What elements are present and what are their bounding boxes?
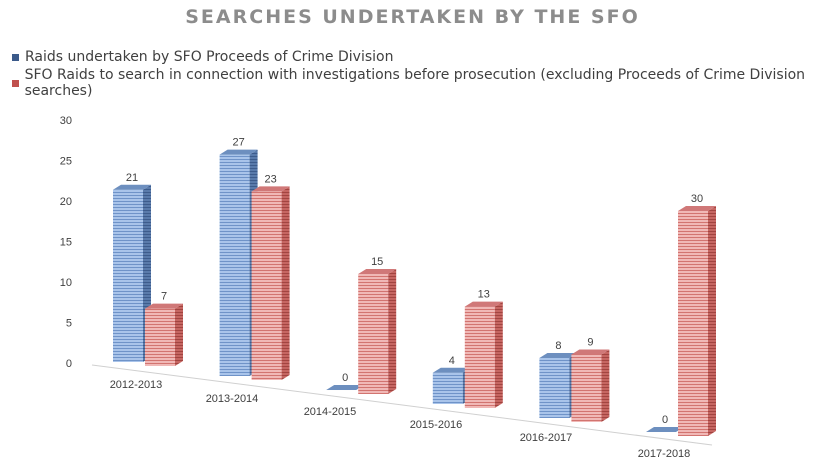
x-tick-label: 2016-2017 xyxy=(520,432,573,444)
bar-series2-5-side xyxy=(708,206,716,436)
bar-series2-2-data-label: 15 xyxy=(371,256,383,268)
x-tick-label: 2015-2016 xyxy=(410,419,463,431)
bar-series1-2-data-label: 0 xyxy=(342,372,348,384)
bar-series2-2-front xyxy=(358,274,389,394)
bar-series1-5-data-label: 0 xyxy=(662,414,668,426)
y-tick-label: 20 xyxy=(60,196,72,208)
bar-series2-0: 7 xyxy=(145,291,183,366)
floor-line xyxy=(91,364,713,446)
x-axis: 2012-2013 2013-2014 2014-2015 2015-2016 2016… xyxy=(110,379,691,460)
bar-series1-4-top xyxy=(539,353,578,358)
bar-series2-1: 23 xyxy=(251,173,290,380)
bar-series2-0-top xyxy=(145,303,183,309)
x-tick-label: 2014-2015 xyxy=(304,406,357,418)
bar-series1-3-data-label: 4 xyxy=(449,355,455,367)
bar-series2-4: 9 xyxy=(571,337,610,422)
x-tick-label: 2012-2013 xyxy=(110,379,163,391)
y-axis: 0 5 10 15 20 25 30 xyxy=(60,115,72,370)
bar-series2-0-data-label: 7 xyxy=(161,291,167,303)
bar-series2-0-front xyxy=(145,308,175,366)
bar-series1-2-top xyxy=(326,385,365,390)
legend-label-series-1: Raids undertaken by SFO Proceeds of Crim… xyxy=(25,49,394,65)
bar-series1-3-top xyxy=(432,367,471,373)
legend: Raids undertaken by SFO Proceeds of Crim… xyxy=(12,44,825,99)
y-tick-label: 10 xyxy=(60,277,72,289)
bar-series2-2-side xyxy=(388,269,397,394)
bar-series2-2: 15 xyxy=(358,256,397,394)
y-tick-label: 0 xyxy=(66,358,72,370)
bar-series1-2: 0 xyxy=(326,372,365,391)
bar-series2-5: 30 xyxy=(678,193,716,436)
bar-series2-1-top xyxy=(251,186,290,192)
floor-layer xyxy=(91,364,713,446)
bar-series2-2-top xyxy=(358,269,397,274)
bar-series2-4-top xyxy=(571,349,610,355)
x-tick-label: 2017-2018 xyxy=(638,448,691,460)
bar-series2-5-front xyxy=(678,211,708,436)
bar-series1-0-top xyxy=(113,184,151,190)
bar-series2-3: 13 xyxy=(464,289,503,408)
bar-series2-1-side xyxy=(281,186,290,380)
bar-series1-0-front xyxy=(113,189,143,362)
legend-label-series-2: SFO Raids to search in connection with i… xyxy=(24,67,806,99)
legend-item-series-2: SFO Raids to search in connection with i… xyxy=(12,67,825,99)
bar-series2-0-side xyxy=(175,303,183,366)
legend-swatch-series-1 xyxy=(12,53,19,61)
legend-item-series-1: Raids undertaken by SFO Proceeds of Crim… xyxy=(12,44,825,70)
y-tick-label: 25 xyxy=(60,156,72,168)
y-tick-label: 15 xyxy=(60,237,72,249)
legend-swatch-series-2 xyxy=(12,79,19,87)
bar-series1-5: 0 xyxy=(646,414,684,433)
bar-series2-3-side xyxy=(494,301,503,408)
chart-title: SEARCHES UNDERTAKEN BY THE SFO xyxy=(185,6,640,28)
bar-series2-1-data-label: 23 xyxy=(264,173,276,185)
bar-series1-0-data-label: 21 xyxy=(126,172,138,184)
bar-series1-3-front xyxy=(432,372,463,404)
y-tick-label: 5 xyxy=(66,318,72,330)
bar-series1-4-front xyxy=(539,358,570,418)
bar-series1-5-top xyxy=(646,427,684,432)
bar-series2-5-top xyxy=(678,206,716,211)
bar-series2-3-top xyxy=(464,301,503,307)
bar-series2-3-data-label: 13 xyxy=(478,289,490,301)
bar-series1-1-top xyxy=(219,149,258,155)
bar-series1-4-data-label: 8 xyxy=(555,340,561,352)
bars: 21 7 27 23 0 15 4 13 8 9 0 30 xyxy=(113,137,716,436)
bar-series2-3-front xyxy=(464,306,495,408)
bar-series2-4-data-label: 9 xyxy=(587,337,593,349)
y-tick-label: 30 xyxy=(60,115,72,127)
bar-series1-1-data-label: 27 xyxy=(232,137,244,149)
bar-series2-1-front xyxy=(251,191,282,380)
bar-series2-4-front xyxy=(571,354,602,422)
bar-series2-4-side xyxy=(601,349,610,422)
bar-series2-5-data-label: 30 xyxy=(691,193,703,205)
bar-series1-1-front xyxy=(219,154,250,376)
x-tick-label: 2013-2014 xyxy=(206,393,259,405)
bar-series1-0: 21 xyxy=(113,172,151,362)
